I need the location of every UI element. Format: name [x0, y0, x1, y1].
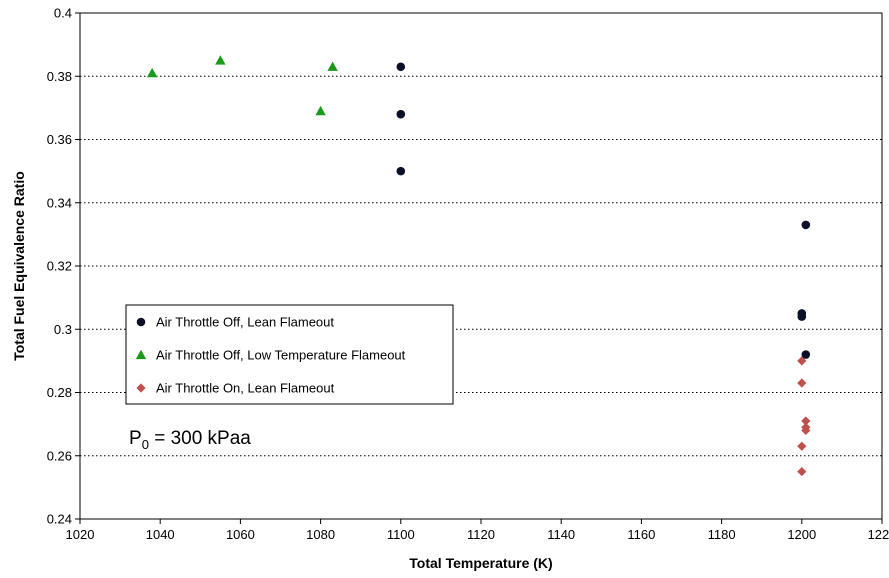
x-tick-label: 1060 — [226, 527, 255, 542]
data-point-diamond — [801, 416, 811, 426]
legend: Air Throttle Off, Lean Flameout Air Throt… — [125, 304, 454, 405]
data-point-triangle — [315, 105, 326, 116]
legend-marker-diamond — [136, 383, 146, 393]
series-3 — [797, 356, 811, 477]
data-point-circle — [801, 220, 811, 230]
data-point-triangle — [327, 61, 338, 71]
y-axis-ticks: 0.24 0.26 0.28 0.3 0.32 0.34 0.36 0.38 0.4 — [47, 6, 80, 527]
legend-marker-triangle — [135, 349, 147, 360]
pressure-annotation-subscript: 0 — [142, 437, 149, 452]
x-axis-ticks: 1020 1040 1060 1080 1100 1120 1140 1160 1180 1200… — [66, 519, 889, 542]
pressure-annotation: P0 = 300 kPaa — [129, 428, 251, 452]
pressure-annotation-suffix: = 300 kPaa — [149, 428, 251, 449]
data-point-diamond — [801, 425, 811, 436]
legend-box — [125, 304, 454, 405]
x-tick-label: 1080 — [306, 527, 335, 542]
data-point-triangle — [146, 67, 158, 78]
data-point-diamond — [797, 356, 807, 366]
x-tick-label: 1020 — [66, 527, 95, 542]
y-tick-label: 0.28 — [47, 385, 72, 400]
series-2 — [146, 55, 338, 116]
y-tick-label: 0.36 — [47, 132, 72, 147]
data-point-circle — [396, 166, 406, 176]
x-axis-title: Total Temperature (K) — [409, 555, 552, 571]
y-tick-label: 0.3 — [54, 322, 72, 337]
y-tick-label: 0.26 — [47, 448, 72, 463]
x-tick-label: 1200 — [787, 527, 816, 542]
data-point-circle — [396, 62, 406, 72]
x-tick-label: 1100 — [387, 527, 415, 542]
data-points — [146, 55, 811, 477]
legend-label: Air Throttle Off, Low Temperature Flameo… — [156, 348, 406, 363]
x-tick-label: 1180 — [708, 527, 736, 542]
legend-label: Air Throttle On, Lean Flameout — [156, 381, 335, 396]
data-point-circle — [396, 109, 406, 119]
legend-label: Air Throttle Off, Lean Flameout — [156, 315, 334, 330]
legend-marker-circle — [136, 317, 146, 327]
x-tick-label: 1140 — [547, 527, 575, 542]
y-tick-label: 0.24 — [47, 512, 72, 527]
pressure-annotation-prefix: P — [129, 428, 142, 449]
y-axis-title: Total Fuel Equivalence Ratio — [11, 171, 27, 361]
data-point-diamond — [797, 441, 807, 451]
data-point-triangle — [215, 55, 226, 65]
series-1 — [396, 62, 811, 359]
y-tick-label: 0.32 — [47, 259, 72, 274]
y-tick-label: 0.34 — [47, 195, 72, 210]
data-point-circle — [797, 312, 807, 321]
data-point-circle — [801, 350, 811, 359]
data-point-diamond — [797, 466, 807, 477]
grid-lines — [80, 75, 882, 457]
x-tick-label: 1040 — [146, 527, 175, 542]
x-tick-label: 1160 — [627, 527, 655, 542]
y-tick-label: 0.4 — [54, 6, 72, 21]
data-point-diamond — [797, 378, 807, 388]
y-tick-label: 0.38 — [47, 69, 72, 84]
x-tick-label: 1120 — [467, 527, 495, 542]
